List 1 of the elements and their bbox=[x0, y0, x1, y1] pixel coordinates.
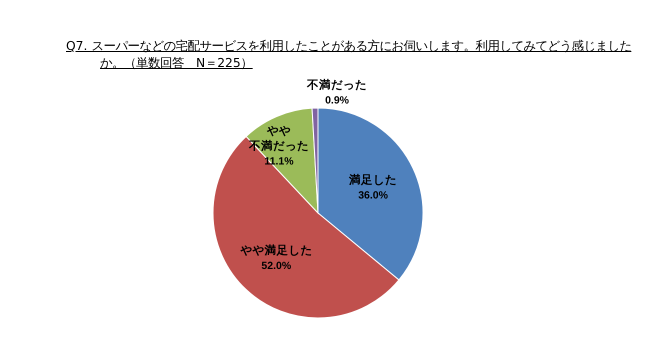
chart-title: Q7. スーパーなどの宅配サービスを利用したことがある方にお伺いします。利用してみてどう感じましたか。（単数回答 N＝225） bbox=[66, 38, 632, 72]
